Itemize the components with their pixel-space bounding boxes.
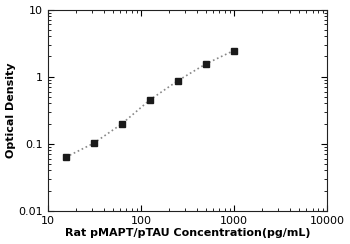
Y-axis label: Optical Density: Optical Density	[6, 62, 15, 158]
X-axis label: Rat pMAPT/pTAU Concentration(pg/mL): Rat pMAPT/pTAU Concentration(pg/mL)	[65, 228, 310, 238]
